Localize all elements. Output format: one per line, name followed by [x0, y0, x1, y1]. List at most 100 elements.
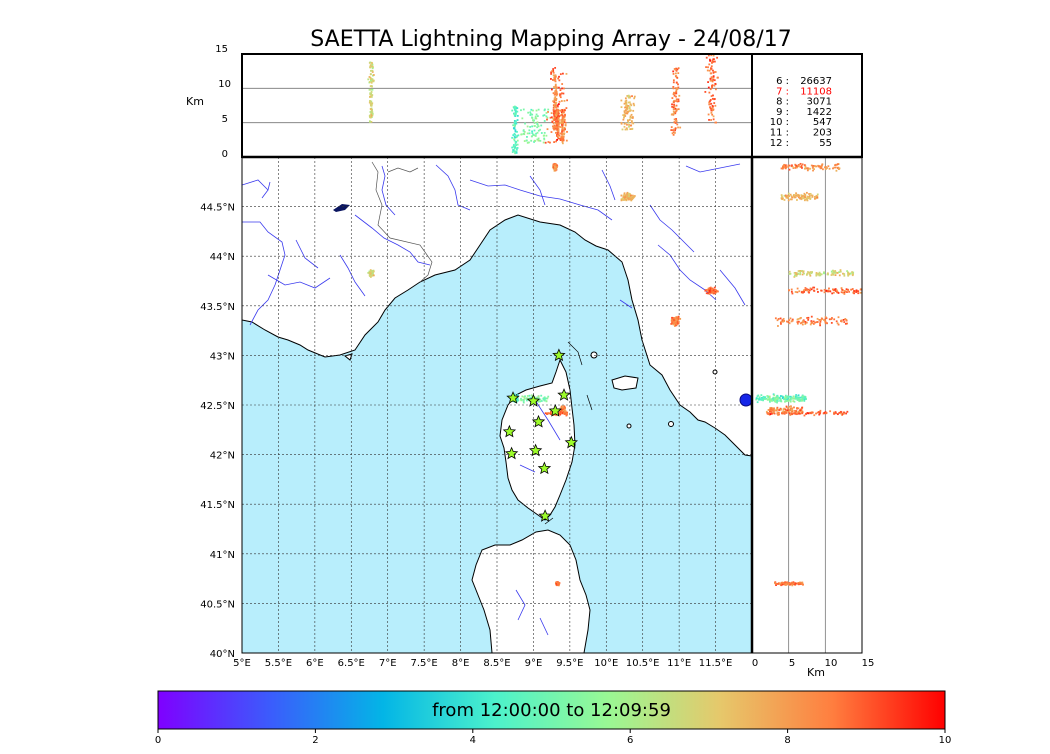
lightning-source-altitude: [632, 102, 635, 105]
lightning-source-altitude: [562, 110, 565, 112]
lightning-source-altitude: [370, 61, 373, 64]
lightning-source-altitude: [714, 104, 717, 107]
lightning-source-altitude: [716, 76, 719, 79]
lightning-source-altitude: [529, 114, 532, 116]
lightning-source-latitude: [835, 289, 838, 292]
lightning-source-latitude: [788, 168, 791, 171]
lightning-source-altitude: [705, 66, 707, 69]
lightning-source-altitude: [675, 95, 677, 98]
lightning-source-latitude: [788, 405, 791, 408]
lightning-source-latitude: [764, 396, 766, 399]
lightning-source-latitude: [836, 163, 839, 166]
lightning-source-altitude: [515, 151, 518, 153]
lightning-source-altitude: [528, 129, 531, 132]
lightning-source-altitude: [626, 110, 629, 113]
lightning-source-altitude: [709, 88, 712, 91]
lightning-source-altitude: [555, 90, 558, 93]
lightning-source-latitude: [758, 398, 761, 401]
lightning-source-latitude: [788, 195, 790, 197]
lightning-source-altitude: [370, 81, 373, 84]
lightning-source-altitude: [627, 101, 630, 104]
lightning-source-latitude: [757, 397, 759, 400]
lightning-source-altitude: [675, 67, 678, 70]
lightning-source-altitude: [626, 106, 629, 109]
lightning-source-map: [671, 321, 674, 324]
lightning-source-latitude: [829, 290, 832, 293]
lightning-source-latitude: [828, 318, 831, 321]
lightning-source-map: [555, 414, 558, 417]
lightning-source-altitude: [528, 141, 530, 144]
lightning-source-altitude: [562, 92, 565, 95]
lightning-source-altitude: [675, 100, 677, 102]
lightning-source-altitude: [677, 126, 679, 129]
lightning-source-latitude: [805, 273, 808, 276]
lightning-source-altitude: [712, 118, 715, 121]
lightning-source-latitude: [787, 400, 790, 402]
lightning-source-altitude: [511, 146, 514, 149]
lightning-source-altitude: [678, 94, 681, 97]
lightning-source-altitude: [709, 77, 712, 80]
lightning-source-latitude: [828, 167, 831, 170]
lightning-source-latitude: [830, 270, 833, 273]
lightning-source-altitude: [545, 115, 548, 118]
lightning-source-map: [672, 317, 675, 320]
lightning-source-altitude: [514, 122, 516, 125]
lightning-source-altitude: [711, 97, 714, 100]
lightning-source-altitude: [514, 114, 517, 117]
lightning-source-latitude: [823, 272, 825, 275]
lightning-source-altitude: [564, 121, 567, 124]
lightning-source-map: [706, 290, 709, 292]
lightning-source-latitude: [777, 397, 779, 399]
lightning-source-latitude: [836, 322, 839, 325]
lightning-source-latitude: [812, 286, 815, 289]
lightning-source-latitude: [806, 272, 809, 275]
lightning-source-latitude: [809, 167, 811, 170]
lightning-source-altitude: [515, 107, 517, 110]
star-icon: [548, 403, 562, 417]
lightning-source-altitude: [674, 122, 677, 124]
lightning-source-latitude: [772, 397, 774, 400]
lightning-source-altitude: [372, 79, 375, 82]
lightning-source-altitude: [513, 120, 516, 122]
lightning-source-latitude: [805, 413, 807, 415]
lightning-source-map: [672, 322, 675, 325]
lightning-source-latitude: [832, 271, 835, 274]
lightning-source-altitude: [557, 117, 560, 120]
lightning-source-altitude: [555, 124, 558, 127]
lightning-source-map: [537, 399, 540, 402]
lightning-source-latitude: [779, 317, 782, 320]
lightning-source-altitude: [513, 138, 516, 141]
lightning-source-latitude: [791, 581, 793, 584]
lightning-source-latitude: [843, 274, 846, 277]
lightning-source-altitude: [713, 60, 716, 63]
lightning-source-latitude: [817, 411, 820, 413]
lightning-source-latitude: [835, 412, 837, 415]
lightning-source-altitude: [620, 122, 623, 125]
latitude-label: 41°N: [210, 550, 235, 561]
lightning-source-map: [626, 191, 629, 194]
lightning-source-latitude: [801, 395, 804, 398]
lightning-source-map: [554, 169, 557, 172]
lightning-source-altitude: [552, 79, 555, 82]
lightning-source-latitude: [796, 407, 798, 409]
lightning-source-altitude: [540, 132, 543, 134]
lightning-source-map: [521, 395, 524, 398]
star-icon: [526, 393, 541, 407]
lightning-source-latitude: [791, 407, 794, 410]
lightning-source-latitude: [774, 582, 777, 585]
lightning-source-latitude: [769, 413, 772, 415]
stat-stations: 8 :: [776, 97, 789, 108]
lightning-source-altitude: [530, 108, 533, 111]
lightning-source-map: [705, 292, 708, 295]
lightning-source-latitude: [843, 412, 846, 415]
lightning-source-latitude: [788, 164, 791, 167]
lightning-source-latitude: [765, 410, 768, 413]
stat-stations: 6 :: [776, 76, 789, 87]
lightning-source-latitude: [809, 412, 812, 414]
lightning-source-latitude: [806, 199, 809, 202]
lightning-source-altitude: [672, 70, 675, 73]
lightning-source-altitude: [559, 93, 562, 96]
lightning-source-altitude: [549, 141, 551, 144]
lightning-source-latitude: [800, 582, 803, 585]
lightning-source-map: [563, 408, 566, 411]
